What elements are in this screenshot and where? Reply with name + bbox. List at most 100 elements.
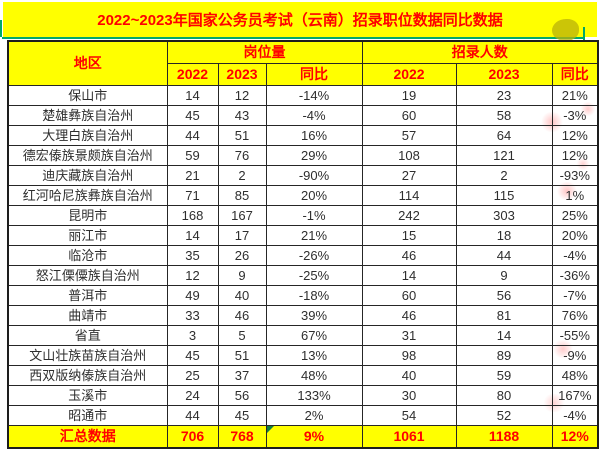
value-cell[interactable]: 46 bbox=[217, 304, 267, 326]
value-cell[interactable]: 14 bbox=[361, 264, 457, 286]
region-cell[interactable]: 红河哈尼族彝族自治州 bbox=[7, 184, 168, 206]
value-cell[interactable]: 48% bbox=[265, 364, 363, 386]
value-cell[interactable]: 45 bbox=[166, 104, 219, 126]
value-cell[interactable]: 20% bbox=[551, 224, 599, 246]
col-header-positions-2023[interactable]: 2023 bbox=[217, 62, 267, 86]
summary-recruits-2022[interactable]: 1061 bbox=[361, 424, 457, 449]
summary-positions-2023[interactable]: 768 bbox=[217, 424, 267, 449]
region-cell[interactable]: 保山市 bbox=[7, 84, 168, 106]
region-cell[interactable]: 大理白族自治州 bbox=[7, 124, 168, 146]
value-cell[interactable]: 81 bbox=[455, 304, 553, 326]
value-cell[interactable]: 12% bbox=[551, 144, 599, 166]
value-cell[interactable]: 56 bbox=[455, 284, 553, 306]
value-cell[interactable]: 49 bbox=[166, 284, 219, 306]
region-cell[interactable]: 普洱市 bbox=[7, 284, 168, 306]
value-cell[interactable]: -3% bbox=[551, 104, 599, 126]
col-header-recruits-yoy[interactable]: 同比 bbox=[551, 62, 599, 86]
value-cell[interactable]: 16% bbox=[265, 124, 363, 146]
value-cell[interactable]: 59 bbox=[166, 144, 219, 166]
region-cell[interactable]: 楚雄彝族自治州 bbox=[7, 104, 168, 126]
value-cell[interactable]: 26 bbox=[217, 244, 267, 266]
value-cell[interactable]: 45 bbox=[166, 344, 219, 366]
value-cell[interactable]: 242 bbox=[361, 204, 457, 226]
value-cell[interactable]: 56 bbox=[217, 384, 267, 406]
value-cell[interactable]: 43 bbox=[217, 104, 267, 126]
value-cell[interactable]: -18% bbox=[265, 284, 363, 306]
region-cell[interactable]: 昆明市 bbox=[7, 204, 168, 226]
value-cell[interactable]: 37 bbox=[217, 364, 267, 386]
value-cell[interactable]: 48% bbox=[551, 364, 599, 386]
region-cell[interactable]: 昭通市 bbox=[7, 404, 168, 426]
region-cell[interactable]: 丽江市 bbox=[7, 224, 168, 246]
region-cell[interactable]: 玉溪市 bbox=[7, 384, 168, 406]
value-cell[interactable]: 12 bbox=[166, 264, 219, 286]
value-cell[interactable]: 46 bbox=[361, 304, 457, 326]
col-header-positions-yoy[interactable]: 同比 bbox=[265, 62, 363, 86]
value-cell[interactable]: -9% bbox=[551, 344, 599, 366]
summary-positions-2022[interactable]: 706 bbox=[166, 424, 219, 449]
value-cell[interactable]: 44 bbox=[166, 124, 219, 146]
value-cell[interactable]: 5 bbox=[217, 324, 267, 346]
value-cell[interactable]: 23 bbox=[455, 84, 553, 106]
value-cell[interactable]: 2% bbox=[265, 404, 363, 426]
value-cell[interactable]: 89 bbox=[455, 344, 553, 366]
value-cell[interactable]: 76 bbox=[217, 144, 267, 166]
value-cell[interactable]: 35 bbox=[166, 244, 219, 266]
col-header-recruits-2023[interactable]: 2023 bbox=[455, 62, 553, 86]
value-cell[interactable]: -14% bbox=[265, 84, 363, 106]
col-header-recruits-2022[interactable]: 2022 bbox=[361, 62, 457, 86]
value-cell[interactable]: 2 bbox=[455, 164, 553, 186]
value-cell[interactable]: 14 bbox=[166, 84, 219, 106]
value-cell[interactable]: 45 bbox=[217, 404, 267, 426]
value-cell[interactable]: 14 bbox=[455, 324, 553, 346]
value-cell[interactable]: 21 bbox=[166, 164, 219, 186]
region-cell[interactable]: 曲靖市 bbox=[7, 304, 168, 326]
value-cell[interactable]: 71 bbox=[166, 184, 219, 206]
value-cell[interactable]: 30 bbox=[361, 384, 457, 406]
value-cell[interactable]: 76% bbox=[551, 304, 599, 326]
value-cell[interactable]: 44 bbox=[166, 404, 219, 426]
value-cell[interactable]: 52 bbox=[455, 404, 553, 426]
value-cell[interactable]: 17 bbox=[217, 224, 267, 246]
value-cell[interactable]: 51 bbox=[217, 344, 267, 366]
region-cell[interactable]: 省直 bbox=[7, 324, 168, 346]
value-cell[interactable]: 46 bbox=[361, 244, 457, 266]
value-cell[interactable]: 54 bbox=[361, 404, 457, 426]
region-cell[interactable]: 文山壮族苗族自治州 bbox=[7, 344, 168, 366]
value-cell[interactable]: 1% bbox=[551, 184, 599, 206]
value-cell[interactable]: 58 bbox=[455, 104, 553, 126]
region-cell[interactable]: 临沧市 bbox=[7, 244, 168, 266]
region-cell[interactable]: 迪庆藏族自治州 bbox=[7, 164, 168, 186]
value-cell[interactable]: 80 bbox=[455, 384, 553, 406]
value-cell[interactable]: 27 bbox=[361, 164, 457, 186]
value-cell[interactable]: 39% bbox=[265, 304, 363, 326]
region-cell[interactable]: 怒江傈僳族自治州 bbox=[7, 264, 168, 286]
value-cell[interactable]: 44 bbox=[455, 244, 553, 266]
value-cell[interactable]: 19 bbox=[361, 84, 457, 106]
value-cell[interactable]: 40 bbox=[217, 284, 267, 306]
value-cell[interactable]: 24 bbox=[166, 384, 219, 406]
col-group-positions[interactable]: 岗位量 bbox=[166, 40, 363, 64]
value-cell[interactable]: -7% bbox=[551, 284, 599, 306]
value-cell[interactable]: 21% bbox=[551, 84, 599, 106]
value-cell[interactable]: -26% bbox=[265, 244, 363, 266]
summary-recruits-yoy[interactable]: 12% bbox=[551, 424, 599, 449]
value-cell[interactable]: 67% bbox=[265, 324, 363, 346]
col-header-positions-2022[interactable]: 2022 bbox=[166, 62, 219, 86]
region-cell[interactable]: 德宏傣族景颇族自治州 bbox=[7, 144, 168, 166]
value-cell[interactable]: 51 bbox=[217, 124, 267, 146]
value-cell[interactable]: 25 bbox=[166, 364, 219, 386]
value-cell[interactable]: 133% bbox=[265, 384, 363, 406]
value-cell[interactable]: -4% bbox=[551, 404, 599, 426]
value-cell[interactable]: 25% bbox=[551, 204, 599, 226]
value-cell[interactable]: 168 bbox=[166, 204, 219, 226]
value-cell[interactable]: -55% bbox=[551, 324, 599, 346]
value-cell[interactable]: 15 bbox=[361, 224, 457, 246]
value-cell[interactable]: 303 bbox=[455, 204, 553, 226]
value-cell[interactable]: 98 bbox=[361, 344, 457, 366]
value-cell[interactable]: 29% bbox=[265, 144, 363, 166]
value-cell[interactable]: 9 bbox=[455, 264, 553, 286]
value-cell[interactable]: 2 bbox=[217, 164, 267, 186]
value-cell[interactable]: -90% bbox=[265, 164, 363, 186]
col-group-recruits[interactable]: 招录人数 bbox=[361, 40, 599, 64]
